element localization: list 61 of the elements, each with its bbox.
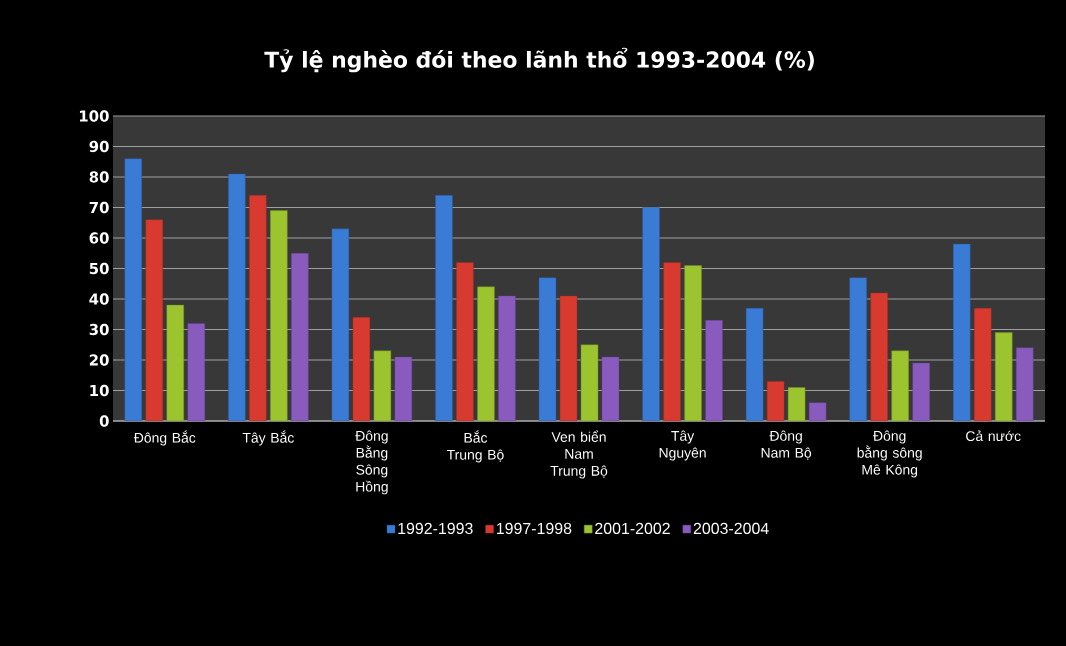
bar xyxy=(849,277,867,421)
y-tick-label: 60 xyxy=(89,232,109,244)
y-tick-label: 30 xyxy=(89,323,109,336)
bar xyxy=(642,207,660,421)
y-tick-label: 40 xyxy=(89,293,109,305)
y-tick-label: 70 xyxy=(89,201,109,214)
bar xyxy=(538,277,557,421)
x-tick-label: Bắc Trung Bộ xyxy=(446,430,504,463)
bar xyxy=(249,195,267,421)
bar xyxy=(766,381,785,421)
bar xyxy=(352,317,371,421)
bar xyxy=(995,332,1013,421)
chart-title: Tỷ lệ nghèo đói theo lãnh thổ 1993-2004 (%) xyxy=(264,47,814,73)
x-tick-label: Đông bằng sông Mê Kông xyxy=(857,430,922,478)
bar xyxy=(270,210,288,421)
x-tick-label: Cả nước xyxy=(966,430,1021,442)
bar xyxy=(124,158,142,421)
bar xyxy=(745,307,764,421)
bar xyxy=(870,292,888,421)
x-tick-label: Đông Nam Bộ xyxy=(761,430,812,460)
bar xyxy=(787,387,806,421)
bar xyxy=(331,228,350,421)
y-tick-label: 80 xyxy=(89,171,109,183)
bar xyxy=(145,219,163,421)
legend-label: 1997-1998 xyxy=(497,522,572,535)
bar xyxy=(291,253,309,421)
bar xyxy=(974,307,992,421)
bar xyxy=(187,323,205,421)
bar xyxy=(953,243,971,421)
bar xyxy=(435,195,453,421)
x-tick-label: Đông Bắc xyxy=(133,430,196,446)
y-tick-label: 90 xyxy=(89,140,109,153)
bar xyxy=(394,356,413,421)
x-tick-label: Tây Bắc xyxy=(242,430,294,446)
bar xyxy=(705,320,723,421)
bar xyxy=(808,402,827,421)
y-tick-label: 20 xyxy=(89,354,109,366)
bar xyxy=(580,344,599,421)
bar xyxy=(891,350,909,421)
bar xyxy=(456,262,474,421)
bar xyxy=(559,295,578,421)
x-tick-label: Tây Nguyên xyxy=(659,430,706,461)
bar xyxy=(601,356,620,421)
bar xyxy=(1016,347,1034,421)
bar xyxy=(663,262,681,421)
bar xyxy=(498,295,516,421)
y-tick-label: 100 xyxy=(79,110,109,122)
bar xyxy=(228,173,246,421)
legend-label: 2003-2004 xyxy=(693,522,769,535)
legend-label: 1992-1993 xyxy=(398,522,473,535)
bar xyxy=(477,286,495,421)
y-tick-label: 0 xyxy=(99,415,109,427)
bar xyxy=(684,265,702,421)
bar xyxy=(373,350,392,421)
y-tick-label: 50 xyxy=(89,262,109,275)
x-tick-label: Ven biển Nam Trung Bộ xyxy=(550,430,608,479)
legend-label: 2001-2002 xyxy=(595,522,670,535)
y-tick-label: 10 xyxy=(90,384,109,397)
bar xyxy=(166,304,184,421)
x-tick-label: Đông Bằng Sông Hồng xyxy=(355,430,388,495)
bar xyxy=(912,362,930,421)
